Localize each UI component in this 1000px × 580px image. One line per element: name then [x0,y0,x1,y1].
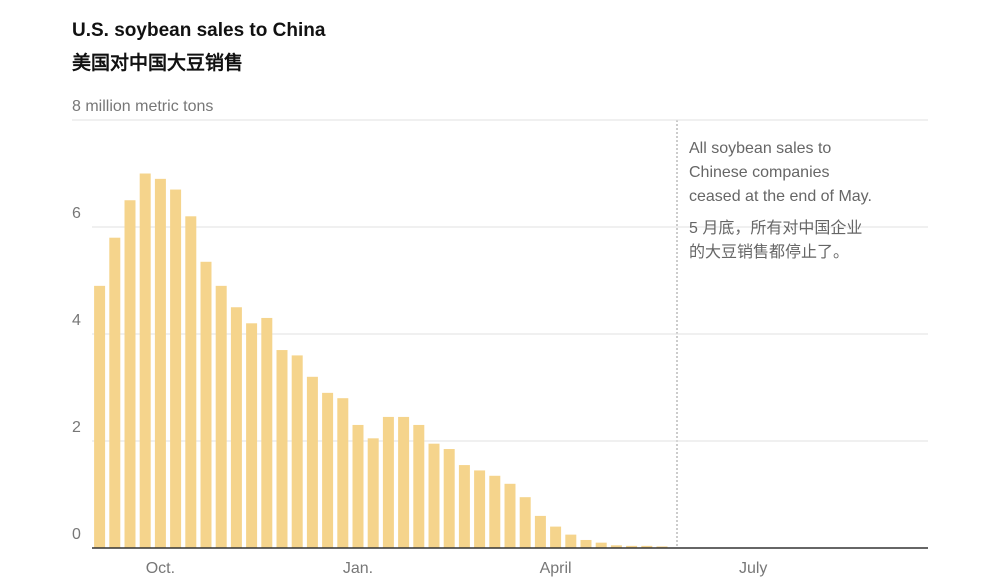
chart-title: U.S. soybean sales to China [72,20,326,41]
bar [504,483,516,548]
y-tick-label: 8 million metric tons [72,98,213,115]
annotation: All soybean sales to [689,140,831,157]
chart-subtitle: 美国对中国大豆销售 [72,51,243,74]
bar [246,323,258,548]
bar [109,237,121,548]
bar [322,392,334,548]
annotation: Chinese companies [689,164,830,181]
bar [626,545,638,548]
bar [154,178,166,548]
bar [337,398,349,548]
bar [565,534,577,548]
bar [398,416,410,548]
bar [413,424,425,548]
bar [595,542,607,548]
x-tick-label: July [739,560,767,577]
bar [306,376,318,548]
y-tick-label: 0 [72,526,81,543]
x-tick-label: April [540,560,572,577]
y-tick-label: 2 [72,419,81,436]
bar [215,285,227,548]
bar [580,539,592,548]
bar [489,475,501,548]
annotation: 的大豆销售都停止了。 [689,243,849,261]
bar [382,416,394,548]
bar [534,515,546,548]
annotation: 5 月底，所有对中国企业 [689,219,862,237]
bar [458,465,470,548]
bar [200,261,212,548]
bar [443,449,455,548]
bar [124,200,136,548]
bar [519,497,531,548]
annotation: ceased at the end of May. [689,188,872,205]
bar [352,424,364,548]
bar [139,173,151,548]
y-tick-label: 4 [72,312,81,329]
bar [656,546,668,548]
bar [276,350,288,548]
bar [170,189,182,549]
bar [428,443,440,548]
bar [230,307,242,548]
bar [94,285,106,548]
bar [291,355,303,548]
y-tick-label: 6 [72,205,81,222]
bar [185,216,197,549]
bar [474,470,486,548]
bar [550,526,562,548]
bar [367,438,379,548]
bar [641,545,653,548]
x-tick-label: Oct. [146,560,175,577]
bar [610,545,622,548]
x-tick-label: Jan. [343,560,373,577]
bar [261,317,273,548]
